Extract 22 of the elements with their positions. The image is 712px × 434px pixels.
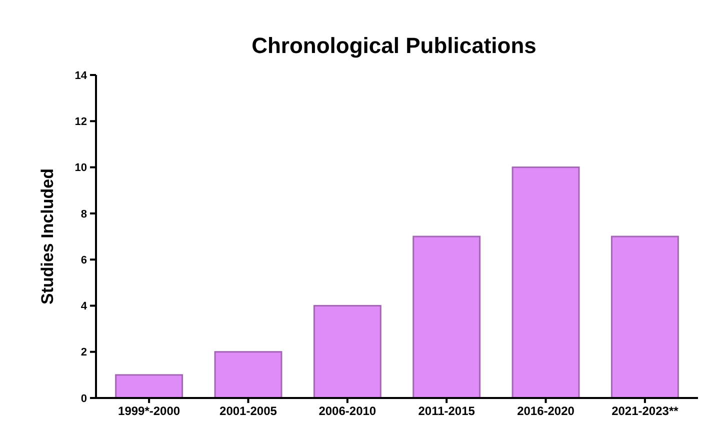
y-tick-label: 12 — [74, 116, 87, 128]
bar — [412, 236, 481, 399]
y-tick-label: 6 — [80, 254, 87, 266]
bar — [610, 236, 679, 399]
y-tick-label: 0 — [80, 392, 87, 405]
y-tick-label: 2 — [80, 346, 87, 359]
chart-title: Chronological Publications — [252, 33, 536, 58]
y-tick-label: 8 — [80, 208, 87, 220]
x-tick-label: 2001-2005 — [220, 404, 278, 418]
y-axis-title: Studies Included — [38, 168, 57, 305]
x-tick-label: 2021-2023** — [612, 404, 679, 418]
x-tick-label: 1999*-2000 — [118, 404, 180, 418]
x-tick-label: 2011-2015 — [418, 404, 476, 418]
y-tick-label: 10 — [74, 162, 87, 174]
bar — [313, 304, 382, 399]
bar — [214, 351, 282, 399]
y-tick-label: 14 — [74, 70, 88, 82]
y-tick-label: 4 — [80, 300, 88, 313]
x-tick-label: 2006-2010 — [318, 404, 376, 418]
bar — [512, 166, 580, 399]
bar — [115, 374, 184, 399]
x-tick-label: 2016-2020 — [517, 404, 575, 418]
